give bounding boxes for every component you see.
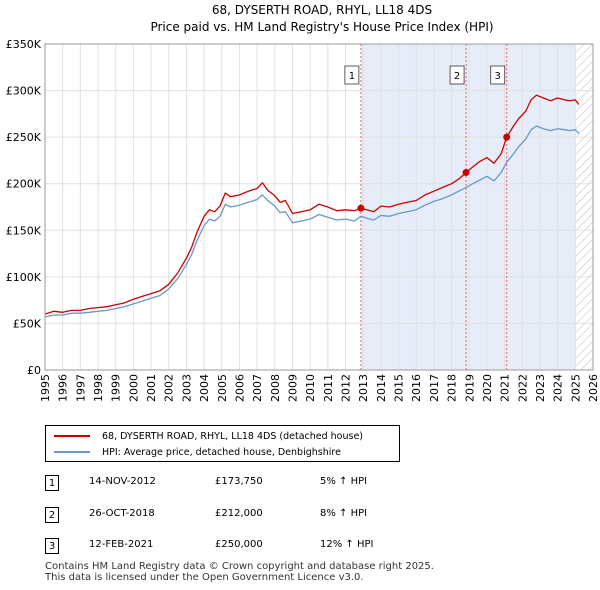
transaction-marker: 3 [45, 538, 59, 554]
y-tick-label: £300K [6, 85, 42, 98]
transaction-hpi: 12% ↑ HPI [320, 539, 374, 550]
sale-label-box [490, 65, 506, 85]
x-tick-label: 2011 [322, 374, 335, 402]
sale-point [357, 204, 365, 212]
transaction-hpi: 5% ↑ HPI [320, 476, 368, 487]
sale-label: 3 [495, 71, 501, 82]
transaction-date: 26-OCT-2018 [89, 508, 155, 519]
legend-item-property: 68, DYSERTH ROAD, RHYL, LL18 4DS (detach… [54, 428, 363, 444]
transaction-date: 12-FEB-2021 [89, 539, 154, 550]
x-tick-label: 2002 [163, 374, 176, 402]
legend-swatch-hpi [54, 451, 90, 453]
chart-subtitle: Price paid vs. HM Land Registry's House … [150, 20, 493, 34]
sale-point [503, 133, 511, 141]
x-tick-label: 1999 [110, 374, 123, 402]
legend: 68, DYSERTH ROAD, RHYL, LL18 4DS (detach… [45, 425, 400, 462]
x-tick-label: 2025 [569, 374, 582, 402]
transaction-marker: 2 [45, 507, 59, 523]
x-tick-label: 2022 [516, 374, 529, 402]
x-tick-label: 2024 [552, 374, 565, 402]
y-tick-label: £0 [27, 364, 41, 377]
x-tick-label: 2009 [286, 374, 299, 402]
x-tick-label: 2010 [304, 374, 317, 402]
x-tick-label: 1995 [39, 374, 52, 402]
chart: 68, DYSERTH ROAD, RHYL, LL18 4DS Price p… [6, 3, 600, 402]
x-tick-label: 2016 [410, 374, 423, 402]
y-tick-label: £100K [6, 271, 42, 284]
transaction-price: £250,000 [215, 539, 263, 550]
x-tick-label: 2012 [340, 374, 353, 402]
transaction-price: £212,000 [215, 508, 263, 519]
sale-label: 1 [349, 71, 355, 82]
y-tick-label: £350K [6, 38, 42, 51]
x-tick-label: 2026 [587, 374, 600, 402]
hpi-line [44, 125, 580, 318]
transaction-date: 14-NOV-2012 [89, 476, 156, 487]
x-tick-label: 2014 [375, 374, 388, 402]
x-tick-label: 2006 [233, 374, 246, 402]
x-tick-label: 2023 [534, 374, 547, 402]
y-tick-label: £150K [6, 224, 42, 237]
legend-swatch-property [54, 435, 90, 437]
x-tick-label: 2005 [216, 374, 229, 402]
x-tick-label: 1996 [57, 374, 70, 402]
x-tick-label: 2000 [127, 374, 140, 402]
legend-item-hpi: HPI: Average price, detached house, Denb… [54, 444, 341, 460]
footer-licence: This data is licensed under the Open Gov… [45, 572, 364, 583]
legend-label-property: 68, DYSERTH ROAD, RHYL, LL18 4DS (detach… [102, 430, 364, 442]
future-hatch [575, 44, 593, 370]
legend-label-hpi: HPI: Average price, detached house, Denb… [102, 446, 341, 458]
x-tick-label: 2017 [428, 374, 441, 402]
x-tick-label: 2003 [180, 374, 193, 402]
x-tick-label: 2018 [446, 374, 459, 402]
x-tick-label: 2013 [357, 374, 370, 402]
plot-border [44, 43, 594, 371]
x-tick-label: 2001 [145, 374, 158, 402]
sale-point [462, 169, 470, 177]
sale-label: 2 [454, 71, 460, 82]
x-tick-label: 2008 [269, 374, 282, 402]
chart-title: 68, DYSERTH ROAD, RHYL, LL18 4DS [212, 3, 432, 17]
sale-label-box [449, 65, 465, 85]
y-tick-label: £50K [13, 317, 42, 330]
sale-label-box [344, 65, 360, 85]
y-tick-label: £200K [6, 178, 42, 191]
x-tick-label: 1997 [74, 374, 87, 402]
transaction-marker: 1 [45, 475, 59, 491]
footer-copyright: Contains HM Land Registry data © Crown c… [45, 561, 434, 572]
x-tick-label: 2015 [393, 374, 406, 402]
x-tick-label: 1998 [92, 374, 105, 402]
x-tick-label: 2004 [198, 374, 211, 402]
x-tick-label: 2007 [251, 374, 264, 402]
footer: Contains HM Land Registry data © Crown c… [45, 561, 434, 583]
x-tick-label: 2019 [463, 374, 476, 402]
transaction-price: £173,750 [215, 476, 263, 487]
transaction-hpi: 8% ↑ HPI [320, 508, 368, 519]
x-tick-label: 2020 [481, 374, 494, 402]
y-tick-label: £250K [6, 131, 42, 144]
x-tick-label: 2021 [499, 374, 512, 402]
shaded-region [360, 44, 576, 370]
